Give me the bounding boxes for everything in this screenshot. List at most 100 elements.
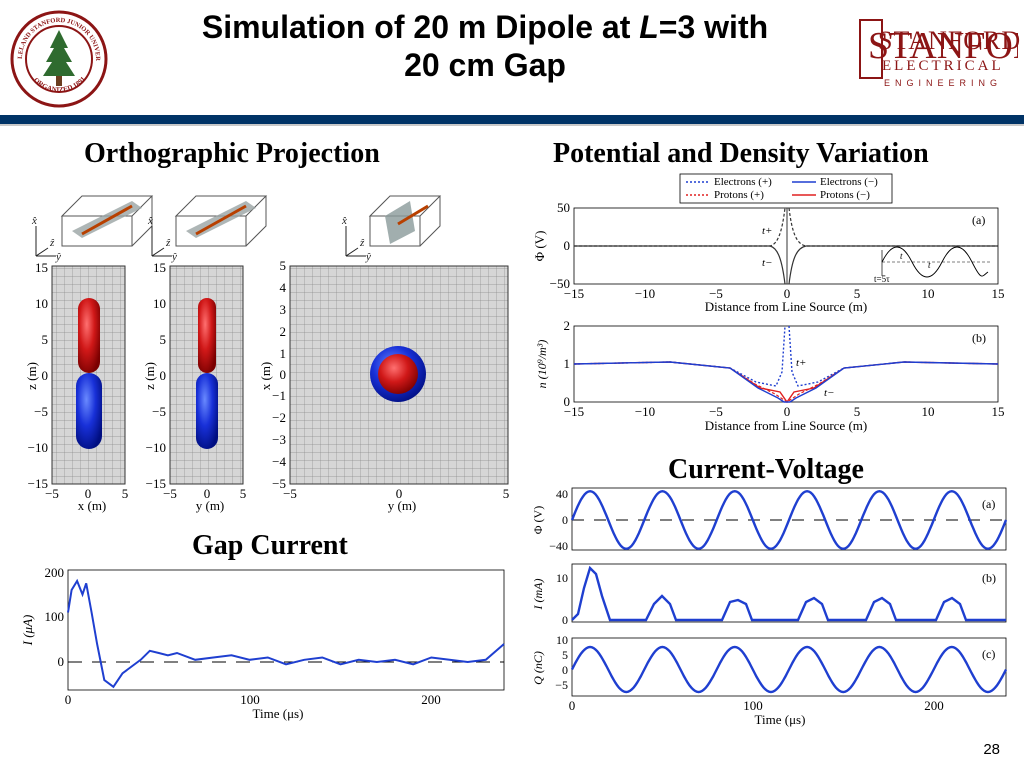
svg-text:0: 0: [58, 654, 65, 669]
svg-text:(a): (a): [982, 497, 995, 511]
svg-text:t−: t−: [762, 257, 772, 269]
svg-text:40: 40: [556, 487, 568, 501]
header-divider: [0, 115, 1024, 124]
svg-text:10: 10: [556, 633, 568, 647]
proton-cloud: [78, 298, 100, 373]
svg-text:100: 100: [743, 698, 763, 713]
svg-text:Time (μs): Time (μs): [755, 712, 806, 727]
mini-box-2: [174, 195, 268, 247]
ortho-panel-yz: 15 10 5 0 −5 −10 −15 −5 0 5 y (m) z (m): [142, 260, 246, 513]
svg-text:ŷ: ŷ: [55, 251, 61, 263]
svg-text:5: 5: [503, 486, 510, 501]
ortho-panel-xz: 15 10 5 0 −5 −10 −15 −5 0 5 x (m) z (m): [24, 260, 128, 513]
svg-text:−15: −15: [28, 476, 48, 491]
svg-text:5: 5: [854, 286, 861, 301]
svg-text:15: 15: [992, 404, 1005, 419]
svg-text:−10: −10: [28, 440, 48, 455]
svg-text:0: 0: [562, 513, 568, 527]
svg-text:2: 2: [280, 324, 287, 339]
svg-text:(a): (a): [972, 213, 985, 227]
svg-text:(b): (b): [982, 571, 996, 585]
legend: Electrons (+) Electrons (−) Protons (+) …: [679, 173, 893, 204]
inset-sine: t t t=5τ: [874, 246, 990, 284]
svg-text:0: 0: [396, 486, 403, 501]
svg-text:4: 4: [280, 280, 287, 295]
svg-text:t: t: [900, 251, 903, 261]
svg-text:0: 0: [564, 394, 571, 409]
svg-text:−5: −5: [34, 404, 48, 419]
svg-text:x (m): x (m): [78, 498, 107, 513]
logo-engineering-word: ENGINEERING: [884, 78, 1003, 88]
svg-text:ẑ: ẑ: [49, 237, 55, 249]
svg-text:Distance from Line Source (m): Distance from Line Source (m): [705, 299, 867, 314]
svg-text:5: 5: [280, 258, 287, 273]
proton-disk: [378, 354, 418, 394]
svg-text:Φ (V): Φ (V): [532, 231, 547, 262]
svg-text:−40: −40: [549, 539, 568, 553]
svg-text:10: 10: [556, 571, 568, 585]
svg-text:10: 10: [922, 286, 935, 301]
svg-text:15: 15: [153, 260, 166, 275]
svg-text:0: 0: [562, 613, 568, 627]
svg-text:x̂: x̂: [341, 215, 347, 227]
svg-text:100: 100: [45, 609, 65, 624]
svg-text:−10: −10: [635, 286, 655, 301]
svg-text:y (m): y (m): [388, 498, 417, 513]
svg-text:−1: −1: [272, 388, 286, 403]
svg-text:x̂: x̂: [31, 215, 37, 227]
svg-text:0: 0: [784, 404, 791, 419]
svg-text:t+: t+: [796, 357, 806, 369]
svg-text:0: 0: [65, 692, 72, 707]
svg-text:x (m): x (m): [258, 362, 273, 391]
svg-text:5: 5: [240, 486, 247, 501]
svg-text:10: 10: [153, 296, 166, 311]
cv-current-chart: (b) 10 0 I (mA): [531, 563, 1007, 627]
svg-text:0: 0: [784, 286, 791, 301]
svg-text:−5: −5: [555, 678, 568, 692]
current-voltage-figure: (a) 40 0 −40 Φ (V) (b) 10 0 I (mA) (c) 1…: [531, 487, 1008, 727]
svg-text:(b): (b): [972, 331, 986, 345]
gap-current-figure: 200 100 0 0 100 200 Time (μs) I (μA): [20, 565, 505, 721]
svg-text:200: 200: [45, 565, 65, 580]
svg-text:STANFORD: STANFORD: [868, 25, 1018, 67]
svg-text:I (μA): I (μA): [20, 615, 35, 647]
svg-text:t: t: [928, 260, 931, 270]
mini-box-3: [368, 195, 442, 247]
header-divider-shadow: [0, 124, 1024, 126]
svg-text:0: 0: [280, 367, 287, 382]
svg-text:Protons (+): Protons (+): [714, 189, 764, 201]
svg-text:−5: −5: [709, 286, 723, 301]
svg-text:ẑ: ẑ: [359, 237, 365, 249]
svg-text:100: 100: [240, 692, 260, 707]
svg-text:−15: −15: [564, 286, 584, 301]
page-title: Simulation of 20 m Dipole at L=3 with 20…: [201, 9, 769, 83]
svg-text:0: 0: [42, 368, 49, 383]
svg-text:Protons (−): Protons (−): [820, 189, 870, 201]
svg-text:z (m): z (m): [142, 362, 157, 390]
svg-text:−15: −15: [146, 476, 166, 491]
svg-text:−10: −10: [146, 440, 166, 455]
logo-electrical-word: ELECTRICAL: [882, 58, 1004, 74]
svg-text:5: 5: [42, 332, 49, 347]
svg-text:10: 10: [35, 296, 48, 311]
svg-text:t+: t+: [762, 225, 772, 237]
svg-text:t−: t−: [824, 387, 834, 399]
svg-text:Q (nC): Q (nC): [531, 651, 545, 685]
svg-text:15: 15: [992, 286, 1005, 301]
electron-cloud: [76, 373, 102, 449]
svg-text:t=5τ: t=5τ: [874, 274, 890, 284]
svg-text:0: 0: [204, 486, 211, 501]
svg-text:5: 5: [854, 404, 861, 419]
svg-text:0: 0: [569, 698, 576, 713]
svg-text:5: 5: [562, 648, 568, 662]
svg-text:ẑ: ẑ: [165, 237, 171, 249]
heading-potential: Potential and Density Variation: [553, 138, 929, 169]
svg-text:15: 15: [35, 260, 48, 275]
svg-text:−50: −50: [550, 276, 570, 291]
svg-text:−4: −4: [272, 454, 286, 469]
svg-text:(c): (c): [982, 647, 995, 661]
svg-text:−5: −5: [45, 486, 59, 501]
svg-text:x̂: x̂: [147, 215, 153, 227]
svg-text:3: 3: [280, 302, 287, 317]
svg-text:−15: −15: [564, 404, 584, 419]
